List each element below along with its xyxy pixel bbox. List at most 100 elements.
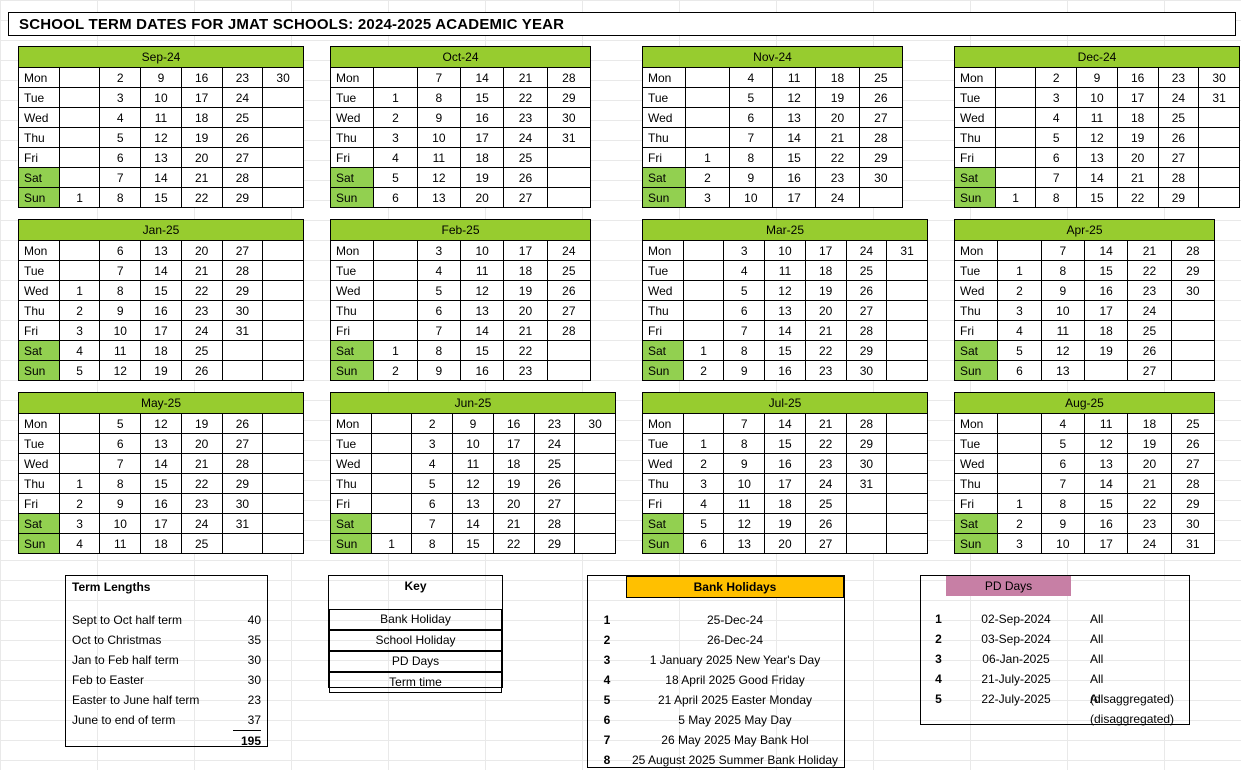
day-cell[interactable]: 23 bbox=[180, 300, 223, 321]
term-length-row[interactable]: Feb to Easter 30 bbox=[66, 670, 267, 690]
day-cell[interactable] bbox=[685, 87, 730, 108]
day-cell[interactable]: 8 bbox=[416, 340, 461, 361]
day-cell[interactable]: 27 bbox=[1157, 147, 1200, 168]
day-cell[interactable] bbox=[58, 260, 101, 281]
day-cell[interactable] bbox=[262, 187, 304, 208]
day-cell[interactable]: 10 bbox=[140, 87, 182, 108]
month-title[interactable]: Aug-25 bbox=[954, 392, 1215, 414]
day-cell[interactable]: 2 bbox=[373, 360, 418, 381]
day-cell[interactable]: 1 bbox=[58, 187, 101, 208]
day-cell[interactable]: 15 bbox=[140, 473, 182, 494]
day-cell[interactable] bbox=[682, 300, 725, 321]
day-cell[interactable]: 22 bbox=[180, 187, 223, 208]
day-cell[interactable] bbox=[262, 260, 304, 281]
pd-day-row[interactable]: 3 06-Jan-2025 All bbox=[921, 649, 1189, 669]
day-cell[interactable]: 20 bbox=[815, 107, 860, 128]
day-cell[interactable] bbox=[1170, 340, 1216, 361]
day-cell[interactable]: 8 bbox=[99, 187, 142, 208]
day-cell[interactable]: 6 bbox=[99, 433, 142, 454]
day-row-label[interactable]: Sat bbox=[642, 513, 684, 534]
day-row-label[interactable]: Sat bbox=[329, 340, 375, 361]
day-cell[interactable]: 5 bbox=[99, 413, 142, 434]
day-row-label[interactable]: Thu bbox=[642, 473, 684, 494]
day-cell[interactable] bbox=[262, 147, 304, 168]
day-cell[interactable]: 13 bbox=[452, 493, 494, 514]
day-cell[interactable]: 1 bbox=[682, 340, 725, 361]
day-cell[interactable]: 25 bbox=[1170, 413, 1216, 434]
day-cell[interactable]: 17 bbox=[1083, 300, 1129, 321]
day-cell[interactable]: 8 bbox=[1040, 493, 1085, 514]
bank-holiday-row[interactable]: 8 25 August 2025 Summer Bank Holiday bbox=[588, 750, 844, 770]
day-cell[interactable]: 15 bbox=[140, 187, 182, 208]
day-cell[interactable]: 12 bbox=[1040, 340, 1085, 361]
day-cell[interactable]: 14 bbox=[452, 513, 494, 534]
day-cell[interactable]: 21 bbox=[180, 167, 223, 188]
day-row-label[interactable]: Wed bbox=[18, 107, 60, 128]
day-cell[interactable]: 22 bbox=[815, 147, 860, 168]
day-cell[interactable]: 19 bbox=[180, 127, 223, 148]
day-cell[interactable]: 7 bbox=[728, 127, 773, 148]
day-cell[interactable] bbox=[373, 300, 418, 321]
day-cell[interactable]: 18 bbox=[1083, 320, 1129, 341]
day-cell[interactable] bbox=[845, 533, 888, 554]
day-row-label[interactable]: Tue bbox=[18, 433, 60, 454]
day-cell[interactable] bbox=[370, 493, 413, 514]
day-cell[interactable] bbox=[546, 340, 592, 361]
month-title[interactable]: Sep-24 bbox=[18, 46, 304, 68]
day-cell[interactable]: 18 bbox=[804, 260, 847, 281]
day-cell[interactable]: 29 bbox=[858, 147, 904, 168]
day-cell[interactable]: 15 bbox=[459, 87, 505, 108]
day-row-label[interactable]: Mon bbox=[953, 240, 999, 261]
day-row-label[interactable]: Sat bbox=[329, 167, 375, 188]
day-cell[interactable]: 3 bbox=[997, 533, 1042, 554]
day-cell[interactable]: 12 bbox=[99, 360, 142, 381]
day-cell[interactable]: 26 bbox=[503, 167, 548, 188]
day-cell[interactable]: 7 bbox=[99, 167, 142, 188]
day-cell[interactable]: 19 bbox=[1083, 340, 1129, 361]
day-row-label[interactable]: Mon bbox=[330, 413, 372, 434]
day-row-label[interactable]: Sun bbox=[18, 187, 60, 208]
day-cell[interactable] bbox=[221, 533, 264, 554]
day-cell[interactable]: 24 bbox=[804, 473, 847, 494]
term-length-row[interactable]: June to end of term 37 bbox=[66, 710, 267, 730]
day-cell[interactable]: 1 bbox=[373, 87, 418, 108]
day-cell[interactable]: 30 bbox=[1170, 513, 1216, 534]
day-cell[interactable]: 22 bbox=[503, 340, 548, 361]
day-row-label[interactable]: Wed bbox=[954, 107, 996, 128]
day-cell[interactable] bbox=[546, 360, 592, 381]
day-cell[interactable]: 17 bbox=[140, 513, 182, 534]
day-row-label[interactable]: Fri bbox=[329, 147, 375, 168]
day-row-label[interactable]: Tue bbox=[18, 260, 60, 281]
day-cell[interactable]: 23 bbox=[815, 167, 860, 188]
day-cell[interactable]: 18 bbox=[459, 147, 505, 168]
day-cell[interactable] bbox=[994, 127, 1037, 148]
day-cell[interactable]: 23 bbox=[1157, 67, 1200, 88]
day-cell[interactable] bbox=[58, 413, 101, 434]
day-cell[interactable]: 30 bbox=[858, 167, 904, 188]
day-cell[interactable]: 10 bbox=[1040, 533, 1085, 554]
day-cell[interactable] bbox=[997, 240, 1042, 261]
day-row-label[interactable]: Tue bbox=[18, 87, 60, 108]
day-cell[interactable]: 2 bbox=[58, 300, 101, 321]
day-cell[interactable]: 21 bbox=[1127, 473, 1172, 494]
day-row-label[interactable]: Wed bbox=[18, 280, 60, 301]
day-cell[interactable]: 19 bbox=[1127, 433, 1172, 454]
day-cell[interactable] bbox=[546, 147, 592, 168]
day-cell[interactable]: 6 bbox=[728, 107, 773, 128]
day-cell[interactable]: 19 bbox=[492, 473, 535, 494]
day-cell[interactable]: 31 bbox=[845, 473, 888, 494]
day-cell[interactable]: 2 bbox=[373, 107, 418, 128]
day-cell[interactable]: 8 bbox=[728, 147, 773, 168]
day-cell[interactable]: 26 bbox=[180, 360, 223, 381]
day-cell[interactable]: 13 bbox=[723, 533, 766, 554]
day-row-label[interactable]: Thu bbox=[642, 300, 684, 321]
day-cell[interactable]: 17 bbox=[764, 473, 806, 494]
day-cell[interactable]: 24 bbox=[546, 240, 592, 261]
day-cell[interactable]: 17 bbox=[492, 433, 535, 454]
day-cell[interactable]: 23 bbox=[804, 360, 847, 381]
day-cell[interactable]: 1 bbox=[58, 473, 101, 494]
day-row-label[interactable]: Mon bbox=[18, 240, 60, 261]
day-cell[interactable]: 24 bbox=[1157, 87, 1200, 108]
day-cell[interactable]: 4 bbox=[58, 340, 101, 361]
day-row-label[interactable]: Thu bbox=[18, 300, 60, 321]
